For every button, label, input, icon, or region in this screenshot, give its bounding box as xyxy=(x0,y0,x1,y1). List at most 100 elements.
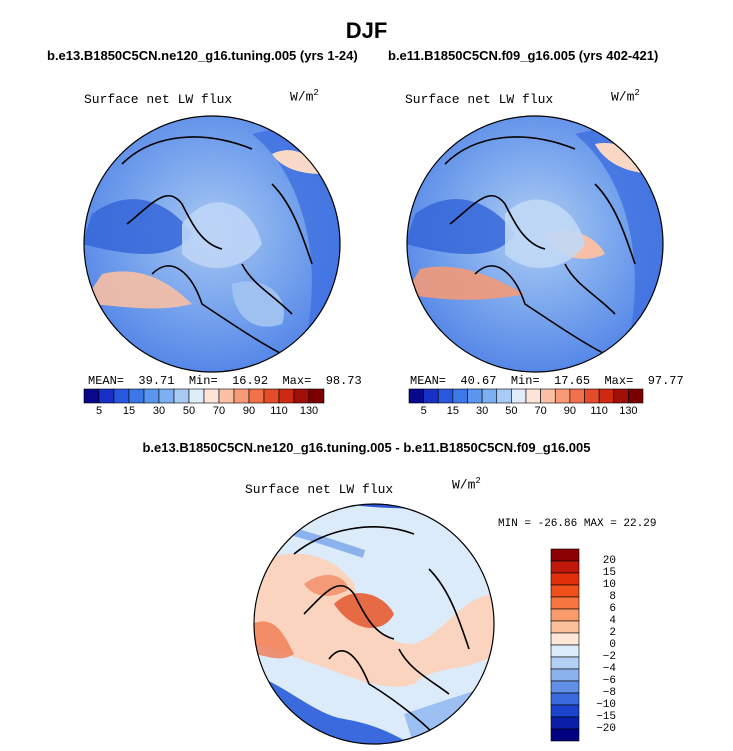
colorbar-swatch xyxy=(467,388,483,404)
diff-colorbar-swatch xyxy=(550,584,580,598)
colorbar-swatch xyxy=(511,388,527,404)
colorbar-swatch xyxy=(143,388,160,404)
colorbar-swatch xyxy=(263,388,280,404)
diff-panel-variable-label: Surface net LW flux xyxy=(245,482,394,497)
panel-1-units: W/m2 xyxy=(290,88,319,105)
diff-colorbar-tick-label: 6 xyxy=(609,603,616,615)
figure-title: DJF xyxy=(345,18,388,43)
diff-panel-units: W/m2 xyxy=(452,476,481,493)
colorbar-tick-label: 50 xyxy=(182,405,196,417)
diff-colorbar-swatch xyxy=(550,692,580,706)
diff-colorbar xyxy=(550,548,580,742)
colorbar-tick-label: 70 xyxy=(212,405,226,417)
diff-colorbar-tick-label: −10 xyxy=(596,699,616,711)
panel-2-case-title: b.e11.B1850C5CN.f09_g16.005 (yrs 402-421… xyxy=(388,48,659,63)
colorbar-swatch xyxy=(452,388,468,404)
panel-1-stats: MEAN= 39.71 Min= 16.92 Max= 98.73 xyxy=(88,374,362,388)
diff-colorbar-tick-label: 10 xyxy=(602,579,616,591)
colorbar-swatch xyxy=(408,388,424,404)
diff-panel-stats: MIN = -26.86 MAX = 22.29 xyxy=(498,518,657,530)
colorbar-swatch xyxy=(233,388,250,404)
colorbar-swatch xyxy=(113,388,130,404)
colorbar-tick-label: 70 xyxy=(534,405,547,417)
colorbar-swatch xyxy=(158,388,175,404)
diff-colorbar-swatch xyxy=(550,716,580,730)
diff-colorbar-tick-label: 15 xyxy=(602,567,616,579)
panel-2-variable-label: Surface net LW flux xyxy=(405,92,554,107)
colorbar-swatch xyxy=(613,388,629,404)
colorbar-tick-label: 5 xyxy=(95,405,103,417)
colorbar-swatch xyxy=(569,388,585,404)
panel-2-units: W/m2 xyxy=(611,88,640,105)
colorbar-swatch xyxy=(540,388,556,404)
colorbar-swatch xyxy=(278,388,295,404)
colorbar-swatch xyxy=(293,388,310,404)
colorbar-swatch xyxy=(188,388,205,404)
diff-colorbar-tick-label: 20 xyxy=(602,555,616,567)
diff-colorbar-tick-label: 4 xyxy=(609,615,616,627)
colorbar-swatch xyxy=(423,388,439,404)
diff-colorbar-ticks: 20 15 10 8 6 4 2 0 −2 −4 −6 −8 −10 −15 −20 xyxy=(586,549,616,741)
colorbar-tick-label: 130 xyxy=(299,405,319,417)
colorbar-tick-label: 15 xyxy=(446,405,459,417)
diff-colorbar-swatch xyxy=(550,668,580,682)
diff-colorbar-tick-label: 2 xyxy=(609,627,616,639)
colorbar-tick-label: 50 xyxy=(505,405,518,417)
diff-panel-title: b.e13.B1850C5CN.ne120_g16.tuning.005 - b… xyxy=(142,440,591,455)
colorbar-swatch xyxy=(481,388,498,404)
colorbar-swatch xyxy=(98,388,115,404)
diff-colorbar-swatch xyxy=(550,572,580,586)
colorbar-tick-label: 90 xyxy=(563,405,576,417)
diff-colorbar-swatch xyxy=(550,596,580,610)
panel-2-stats: MEAN= 40.67 Min= 17.65 Max= 97.77 xyxy=(410,374,684,388)
colorbar-tick-label: 5 xyxy=(420,405,427,417)
colorbar-tick-label: 130 xyxy=(619,405,638,417)
diff-colorbar-swatch xyxy=(550,632,580,646)
colorbar-swatch xyxy=(203,388,220,404)
colorbar-swatch xyxy=(173,388,190,404)
colorbar-tick-label: 15 xyxy=(122,405,136,417)
diff-colorbar-swatch xyxy=(550,644,580,658)
diff-colorbar-swatch xyxy=(550,548,580,562)
diff-colorbar-tick-label: −8 xyxy=(602,687,616,699)
panel-1-polar-map xyxy=(83,115,341,373)
colorbar-tick-label: 110 xyxy=(590,405,608,417)
panel-2-colorbar xyxy=(408,388,644,404)
panel-1-case-title: b.e13.B1850C5CN.ne120_g16.tuning.005 (yr… xyxy=(47,48,358,63)
colorbar-swatch xyxy=(248,388,265,404)
diff-colorbar-swatch xyxy=(550,704,580,718)
diff-colorbar-tick-label: −6 xyxy=(602,675,616,687)
colorbar-swatch xyxy=(496,388,512,404)
panel-1-colorbar xyxy=(83,388,325,404)
diff-colorbar-swatch xyxy=(550,680,580,694)
colorbar-swatch xyxy=(128,388,145,404)
panel-2-colorbar-ticks: 5 15 30 50 70 90 110 130 xyxy=(409,405,643,419)
colorbar-tick-label: 30 xyxy=(476,405,489,417)
colorbar-swatch xyxy=(83,388,100,404)
colorbar-swatch xyxy=(308,388,325,404)
diff-colorbar-tick-label: −20 xyxy=(596,723,616,735)
colorbar-tick-label: 30 xyxy=(152,405,166,417)
diff-colorbar-swatch xyxy=(550,560,580,574)
diff-colorbar-tick-label: −4 xyxy=(602,663,616,675)
colorbar-swatch xyxy=(218,388,235,404)
panel-1-colorbar-ticks: 5 15 30 50 70 90 110 130 xyxy=(84,405,324,419)
diff-colorbar-tick-label: 0 xyxy=(609,639,616,651)
panel-2-polar-map xyxy=(406,115,664,373)
colorbar-swatch xyxy=(437,388,454,404)
colorbar-swatch xyxy=(584,388,600,404)
colorbar-tick-label: 110 xyxy=(270,405,288,417)
colorbar-swatch xyxy=(598,388,615,404)
colorbar-tick-label: 90 xyxy=(242,405,256,417)
diff-colorbar-swatch xyxy=(550,728,580,742)
diff-colorbar-tick-label: −15 xyxy=(596,711,616,723)
diff-polar-map xyxy=(253,503,495,745)
colorbar-swatch xyxy=(554,388,571,404)
panel-1-variable-label: Surface net LW flux xyxy=(84,92,233,107)
diff-colorbar-tick-label: 8 xyxy=(609,591,616,603)
colorbar-swatch xyxy=(628,388,644,404)
diff-colorbar-swatch xyxy=(550,620,580,634)
diff-colorbar-swatch xyxy=(550,656,580,670)
colorbar-swatch xyxy=(525,388,541,404)
diff-colorbar-swatch xyxy=(550,608,580,622)
